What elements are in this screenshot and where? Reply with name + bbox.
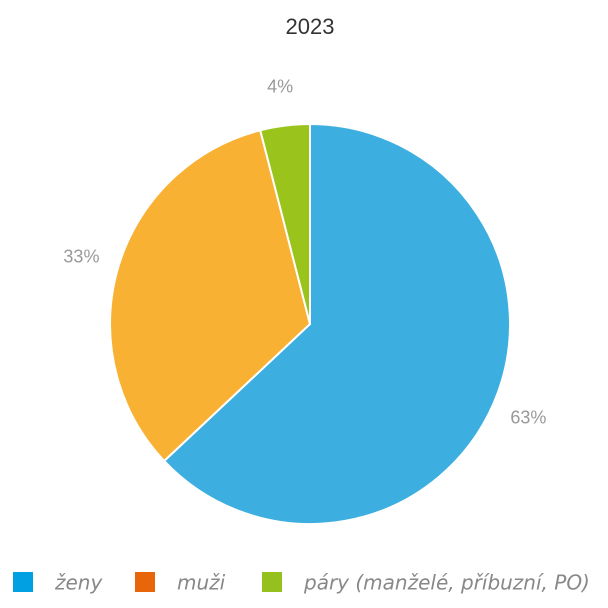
value-label: 4% (267, 77, 293, 97)
value-label: 33% (63, 246, 99, 266)
chart-title: 2023 (286, 14, 335, 39)
legend-swatch (13, 572, 33, 592)
pie-slice (259, 122, 311, 325)
legend-label: muži (177, 571, 226, 595)
legend-swatch (135, 572, 155, 592)
legend-swatch (262, 572, 282, 592)
legend-label: páry (manželé, příbuzní, PO) (303, 571, 590, 595)
value-label: 63% (510, 407, 546, 427)
legend-label: ženy (54, 571, 103, 595)
pie-slice (109, 129, 312, 463)
pie-slice (162, 122, 511, 525)
